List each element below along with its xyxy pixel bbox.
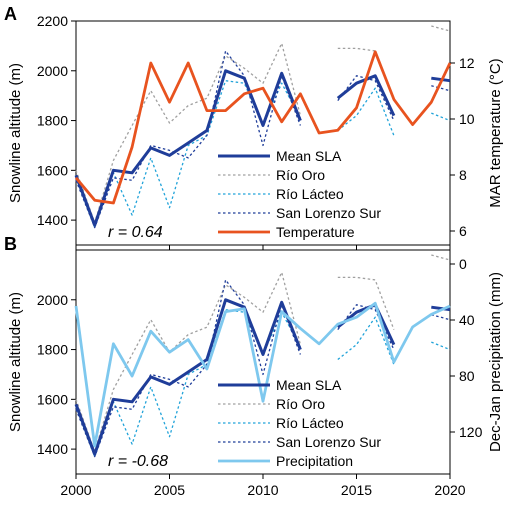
series-line-san-lorenzo-sur bbox=[75, 279, 302, 458]
series-line-r-o-l-cteo bbox=[337, 316, 395, 365]
y2-tick-label: 6 bbox=[459, 223, 467, 239]
legend-label: Río Oro bbox=[276, 167, 325, 183]
legend-label: San Lorenzo Sur bbox=[276, 434, 381, 450]
y2-tick-label: 10 bbox=[459, 111, 475, 127]
legend-label: Temperature bbox=[276, 224, 355, 240]
y2-tick-label: 8 bbox=[459, 167, 467, 183]
y2-tick-label: 12 bbox=[459, 55, 475, 71]
legend: Mean SLA Río Oro Río Lácteo San Lorenzo Sur… bbox=[218, 377, 381, 469]
series-line-precipitation bbox=[74, 301, 451, 448]
series-line-san-lorenzo-sur bbox=[431, 85, 451, 92]
panel-b: 1400 1600 1800 2000 0 40 80 120 2000 2005 2010 2015… bbox=[4, 234, 504, 498]
series-line-r-o-l-cteo bbox=[337, 87, 395, 136]
series-line-san-lorenzo-sur bbox=[75, 50, 302, 229]
y2-axis-title: Dec-Jan precipitation (mm) bbox=[487, 272, 504, 452]
y2-tick-label: 120 bbox=[459, 424, 483, 440]
y-axis-title: Snowline altitude (m) bbox=[7, 292, 24, 432]
series-line-r-o-oro bbox=[431, 254, 451, 261]
legend-label: San Lorenzo Sur bbox=[276, 205, 381, 221]
y-tick-label: 2200 bbox=[37, 13, 68, 29]
panel-label: A bbox=[4, 4, 17, 24]
legend-label: Mean SLA bbox=[276, 148, 342, 164]
correlation-annotation: r = 0.64 bbox=[108, 224, 163, 241]
legend-label: Río Lácteo bbox=[276, 415, 344, 431]
y-tick-label: 2000 bbox=[37, 63, 68, 79]
series-line-temperature bbox=[74, 50, 452, 205]
series-line-r-o-l-cteo bbox=[75, 80, 301, 229]
y-tick-label: 1600 bbox=[37, 391, 68, 407]
legend-label: Precipitation bbox=[276, 453, 353, 469]
y2-tick-label: 0 bbox=[459, 256, 467, 272]
x-tick-label: 2000 bbox=[60, 482, 91, 498]
y-tick-label: 1800 bbox=[37, 342, 68, 358]
y-tick-label: 1600 bbox=[37, 162, 68, 178]
plot-frame bbox=[75, 20, 451, 246]
y2-tick-label: 40 bbox=[459, 312, 475, 328]
legend: Mean SLA Río Oro Río Lácteo San Lorenzo Sur… bbox=[218, 148, 381, 240]
series-line-r-o-l-cteo bbox=[431, 341, 451, 351]
series-line-r-o-oro bbox=[75, 42, 302, 224]
y2-tick-label: 80 bbox=[459, 368, 475, 384]
x-tick-label: 2010 bbox=[247, 482, 278, 498]
series-line-mean-sla bbox=[74, 69, 302, 227]
panel-label: B bbox=[4, 234, 17, 254]
y-tick-label: 1400 bbox=[37, 212, 68, 228]
series-line-mean-sla bbox=[74, 298, 302, 456]
x-tick-label: 2015 bbox=[341, 482, 372, 498]
series-line-r-o-oro bbox=[75, 271, 302, 453]
series-line-r-o-oro bbox=[431, 25, 451, 32]
y-tick-label: 1800 bbox=[37, 113, 68, 129]
y-tick-label: 1400 bbox=[37, 441, 68, 457]
x-tick-label: 2005 bbox=[154, 482, 185, 498]
y2-axis-title: MAR temperature (°C) bbox=[487, 58, 504, 207]
legend-label: Mean SLA bbox=[276, 377, 342, 393]
correlation-annotation: r = -0.68 bbox=[108, 453, 168, 470]
panel-a: 1400 1600 1800 2000 2200 6 8 10 12 Snowline altit… bbox=[4, 4, 504, 250]
y-tick-label: 2000 bbox=[37, 292, 68, 308]
legend-label: Río Oro bbox=[276, 396, 325, 412]
series-line-san-lorenzo-sur bbox=[431, 314, 451, 321]
x-tick-label: 2020 bbox=[434, 482, 465, 498]
series-line-r-o-l-cteo bbox=[431, 112, 451, 122]
legend-label: Río Lácteo bbox=[276, 186, 344, 202]
series-line-mean-sla bbox=[431, 305, 451, 312]
y-axis-title: Snowline altitude (m) bbox=[7, 63, 24, 203]
